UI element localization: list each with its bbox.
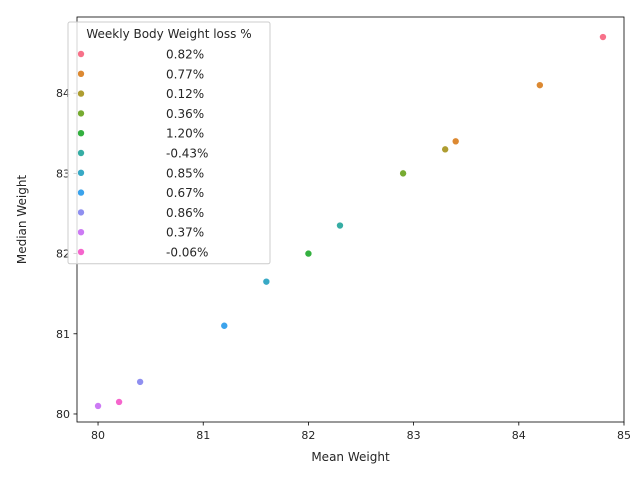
legend-entry: 0.67% [77, 186, 204, 200]
legend-marker [77, 149, 85, 157]
legend-marker [77, 50, 85, 58]
data-point [399, 169, 407, 178]
legend-label: 0.36% [166, 107, 204, 121]
x-tick-label: 83 [407, 429, 421, 442]
data-point [115, 398, 123, 406]
legend-label: 0.67% [166, 186, 204, 200]
legend-label: 0.82% [166, 48, 204, 62]
legend-entry: -0.43% [77, 147, 208, 161]
x-tick-label: 81 [196, 429, 210, 442]
legend-entry: 0.36% [77, 107, 204, 121]
legend-label: 0.86% [166, 206, 204, 220]
data-point [336, 221, 344, 230]
y-tick-label: 80 [56, 408, 70, 421]
legend-marker [77, 248, 85, 256]
data-point [94, 402, 102, 410]
y-tick-label: 84 [56, 87, 70, 100]
data-point [536, 81, 544, 89]
y-axis: 80 81 82 83 84 [56, 87, 77, 421]
legend-label: -0.06% [166, 246, 208, 260]
legend-marker [77, 109, 85, 118]
data-point [599, 33, 607, 41]
data-point [304, 249, 313, 258]
legend-entry: -0.06% [77, 246, 208, 260]
legend-marker [77, 70, 85, 78]
x-axis: 80 81 82 83 84 85 [91, 422, 631, 442]
legend-label: 0.12% [166, 87, 204, 101]
y-tick-label: 82 [56, 248, 70, 261]
legend-entry: 1.20% [77, 127, 204, 141]
legend-label: 0.77% [166, 67, 204, 81]
x-axis-label: Mean Weight [311, 450, 390, 464]
legend-entries: 0.82% 0.77% 0.12% 0.36% 1.20% -0.43% 0.85% 0.67… [77, 48, 208, 260]
y-tick-label: 83 [56, 167, 70, 180]
data-point [262, 277, 271, 286]
legend-title: Weekly Body Weight loss % [86, 27, 251, 41]
legend-label: 0.85% [166, 166, 204, 180]
legend-marker [77, 188, 85, 197]
legend-entry: 0.82% [77, 48, 204, 62]
x-tick-label: 84 [512, 429, 526, 442]
legend-label: 1.20% [166, 127, 204, 141]
legend-entry: 0.77% [77, 67, 204, 81]
x-tick-label: 85 [617, 429, 631, 442]
legend-label: -0.43% [166, 147, 208, 161]
legend-marker [77, 129, 85, 137]
data-point [136, 378, 144, 386]
y-tick-label: 81 [56, 328, 70, 341]
legend-entry: 0.12% [77, 87, 204, 101]
y-axis-label: Median Weight [15, 175, 29, 265]
legend-label: 0.37% [166, 226, 204, 240]
x-tick-label: 82 [301, 429, 315, 442]
points-layer [94, 33, 607, 410]
legend-entry: 0.85% [77, 166, 204, 180]
legend-marker [77, 228, 85, 236]
legend-box [67, 21, 271, 265]
legend-entry: 0.37% [77, 226, 204, 240]
x-tick-label: 80 [91, 429, 105, 442]
legend-marker [77, 169, 85, 177]
legend-entry: 0.86% [77, 206, 204, 220]
data-point [441, 145, 449, 154]
data-point [220, 321, 229, 330]
legend: Weekly Body Weight loss % 0.82% 0.77% 0.12… [67, 21, 271, 265]
legend-marker [77, 89, 85, 98]
data-point [451, 137, 460, 146]
legend-marker [77, 208, 85, 217]
